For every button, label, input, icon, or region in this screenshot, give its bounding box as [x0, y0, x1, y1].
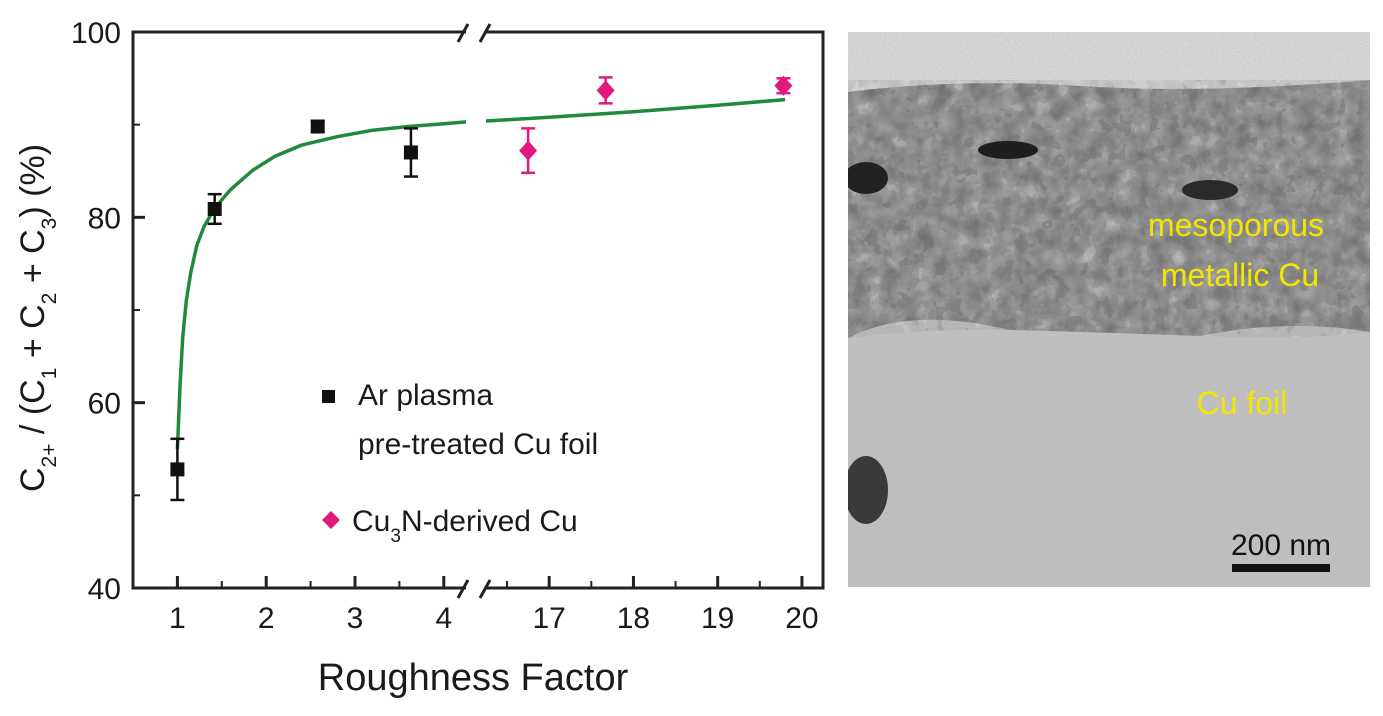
data-point-diamond — [774, 75, 793, 96]
legend-marker-diamond — [322, 511, 340, 529]
x-tick-label: 4 — [435, 602, 452, 635]
x-axis-ticks: 1 2 3 4 17 18 19 20 — [169, 576, 819, 635]
x-tick-label: 17 — [533, 602, 566, 635]
micrograph-label-metallic: metallic Cu — [1161, 257, 1319, 293]
legend-label-ar-line2: pre-treated Cu foil — [358, 428, 598, 461]
y-axis-ticks: 40 60 80 100 — [71, 17, 145, 606]
data-point-diamond — [519, 140, 538, 161]
x-tick-label: 1 — [169, 602, 186, 635]
legend-label-ar-line1: Ar plasma — [358, 379, 493, 412]
y-tick-label: 60 — [88, 388, 121, 421]
axis-break-gap-top — [466, 26, 486, 38]
x-tick-label: 3 — [347, 602, 364, 635]
legend: Ar plasma pre-treated Cu foil Cu3N-deriv… — [322, 379, 598, 547]
legend-label-cu3n: Cu3N-derived Cu — [352, 505, 578, 547]
x-axis-title: Roughness Factor — [318, 657, 629, 699]
scale-bar-label: 200 nm — [1231, 529, 1331, 562]
data-point-square — [310, 119, 325, 134]
axis-break-mark — [456, 23, 470, 43]
y-axis-title: C2+ / (C1 + C2 + C3) (%) — [14, 144, 61, 492]
x-tick-label: 19 — [701, 602, 734, 635]
micrograph-label-mesoporous: mesoporous — [1148, 207, 1324, 243]
axis-break-gap-bottom — [466, 582, 486, 594]
tem-micrograph: mesoporous metallic Cu Cu foil 200 nm — [848, 32, 1370, 587]
micrograph-label-foil: Cu foil — [1197, 385, 1288, 421]
fit-curve-left — [175, 120, 467, 450]
data-point-diamond — [596, 80, 615, 101]
x-tick-label: 20 — [785, 602, 818, 635]
x-tick-label: 18 — [617, 602, 650, 635]
axis-break-mark — [478, 579, 492, 599]
data-point-square — [403, 145, 418, 160]
legend-marker-square — [322, 390, 335, 403]
data-point-square — [207, 201, 222, 216]
data-point-square — [170, 462, 185, 477]
data-points — [170, 75, 793, 502]
fit-curve — [175, 97, 786, 450]
y-tick-label: 100 — [71, 17, 121, 50]
x-tick-label: 2 — [258, 602, 275, 635]
axis-break-mark — [456, 579, 470, 599]
y-tick-label: 40 — [88, 573, 121, 606]
scale-bar — [1232, 564, 1330, 572]
fit-curve-right — [485, 97, 786, 123]
y-tick-label: 80 — [88, 202, 121, 235]
axis-break-mark — [478, 23, 492, 43]
